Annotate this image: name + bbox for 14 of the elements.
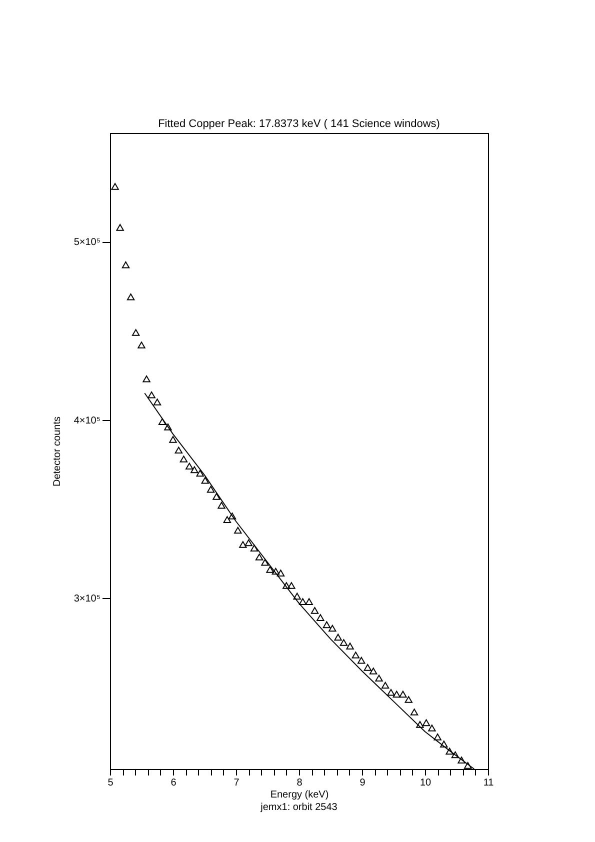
y-tick-label: 4×10⁵ xyxy=(74,415,100,426)
y-tick-label: 3×10⁵ xyxy=(74,593,100,604)
chart-title: Fitted Copper Peak: 17.8373 keV ( 141 Science windows) xyxy=(158,118,440,130)
x-tick-label: 7 xyxy=(234,778,240,788)
x-tick-label: 5 xyxy=(108,778,114,788)
x-tick-label: 11 xyxy=(483,778,494,788)
x-tick-label: 8 xyxy=(296,778,303,788)
x-tick-label: 9 xyxy=(360,778,366,788)
y-axis-title: Detector counts xyxy=(52,416,63,487)
x-axis-title: Energy (keV) xyxy=(270,790,329,800)
x-tick-label: 6 xyxy=(170,778,177,788)
y-tick-label: 5×10⁵ xyxy=(74,237,100,248)
text: jemx1: orbit 2543 xyxy=(260,802,338,813)
x-tick-label: 10 xyxy=(420,778,432,788)
